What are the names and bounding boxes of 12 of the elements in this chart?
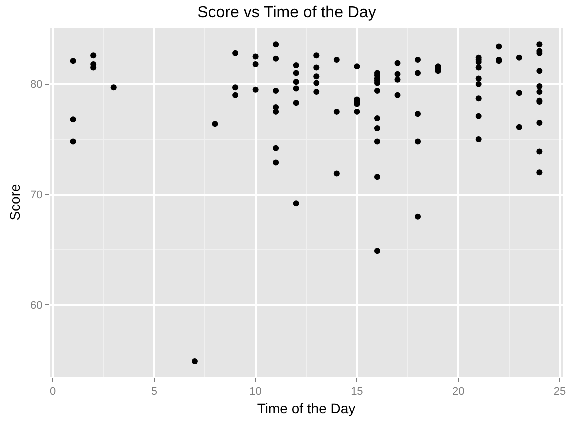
y-tick-label: 70 (30, 190, 43, 202)
x-axis-title: Time of the Day (257, 400, 356, 416)
y-axis-title: Score (7, 184, 24, 221)
x-tick-label: 20 (452, 386, 465, 398)
y-tick-label: 80 (30, 79, 43, 92)
chart-title: Score vs Time of the Day (198, 4, 376, 22)
x-tick-label: 5 (151, 386, 158, 398)
x-tick-label: 25 (554, 386, 566, 398)
x-tick-label: 0 (50, 386, 56, 398)
x-tick-label: 10 (250, 386, 262, 398)
y-tick-label: 60 (30, 300, 43, 312)
x-tick-label: 15 (351, 386, 364, 398)
